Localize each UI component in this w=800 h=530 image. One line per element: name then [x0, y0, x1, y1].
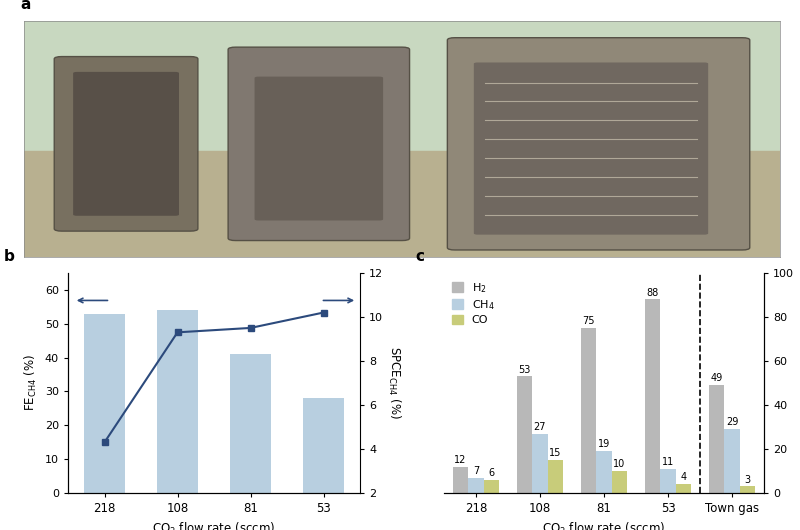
Bar [740, 487, 755, 493]
Text: 4: 4 [680, 472, 686, 482]
Bar [230, 354, 270, 493]
X-axis label: CO$_\mathregular{2}$ flow rate (sccm): CO$_\mathregular{2}$ flow rate (sccm) [153, 520, 275, 530]
Bar [24, 21, 780, 151]
Text: 19: 19 [598, 439, 610, 449]
Bar [24, 151, 780, 257]
Bar [645, 299, 660, 493]
Text: 12: 12 [454, 455, 467, 465]
X-axis label: CO$_\mathregular{2}$ flow rate (sccm): CO$_\mathregular{2}$ flow rate (sccm) [542, 520, 666, 530]
Bar [453, 466, 468, 493]
Text: 29: 29 [726, 417, 738, 427]
Text: c: c [415, 249, 424, 264]
Text: 53: 53 [518, 365, 531, 375]
Bar [548, 460, 563, 493]
Bar [303, 398, 343, 493]
Text: 49: 49 [710, 373, 722, 383]
Bar [612, 471, 627, 493]
Bar [484, 480, 499, 493]
Text: 27: 27 [534, 422, 546, 432]
Bar [660, 469, 676, 493]
FancyBboxPatch shape [228, 47, 410, 241]
Bar [85, 314, 125, 493]
FancyBboxPatch shape [73, 72, 179, 216]
Bar [709, 385, 724, 493]
Text: 7: 7 [473, 466, 479, 476]
Bar [517, 376, 532, 493]
FancyBboxPatch shape [447, 38, 750, 250]
Text: 15: 15 [549, 448, 562, 458]
Text: 3: 3 [744, 474, 750, 484]
Bar [596, 451, 612, 493]
Bar [468, 478, 484, 493]
Text: 11: 11 [662, 457, 674, 467]
Bar [724, 429, 740, 493]
Bar [676, 484, 691, 493]
FancyBboxPatch shape [254, 77, 383, 220]
Text: 6: 6 [488, 468, 494, 478]
Text: 75: 75 [582, 316, 595, 326]
Y-axis label: FE$_\mathregular{CH4}$ (%): FE$_\mathregular{CH4}$ (%) [23, 355, 39, 411]
Text: b: b [4, 249, 14, 264]
Bar [158, 310, 198, 493]
Text: 88: 88 [646, 288, 658, 297]
FancyBboxPatch shape [474, 63, 708, 235]
Y-axis label: SPCE$_\mathregular{CH4}$ (%): SPCE$_\mathregular{CH4}$ (%) [386, 347, 402, 419]
Text: 10: 10 [614, 459, 626, 469]
Text: a: a [20, 0, 30, 12]
Bar [581, 328, 596, 493]
FancyBboxPatch shape [54, 57, 198, 231]
Legend: H$_2$, CH$_4$, CO: H$_2$, CH$_4$, CO [450, 278, 497, 328]
Bar [532, 434, 548, 493]
